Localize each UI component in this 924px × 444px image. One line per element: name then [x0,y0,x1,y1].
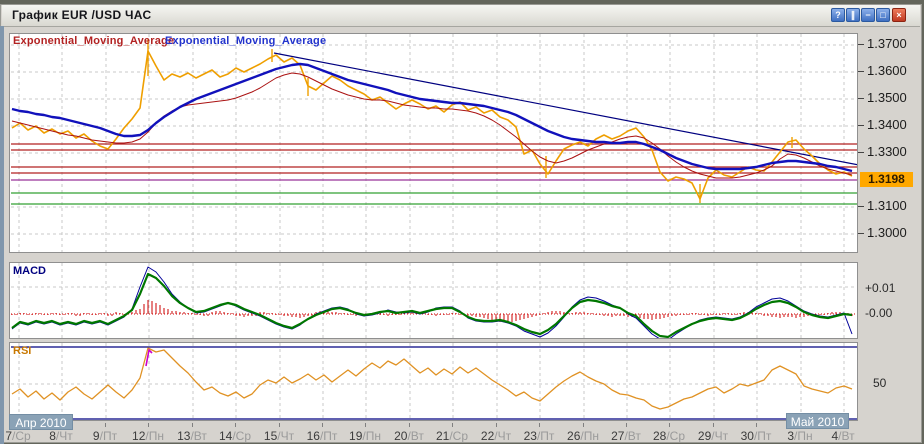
date-tick-label: 4/Вт [831,429,855,443]
price-tick-mark [858,125,864,126]
vertical-gridlines [18,263,845,338]
date-tick-mark [105,423,106,427]
price-tick-label: 1.3400 [867,117,907,132]
mdi-frame-strip [0,26,4,444]
date-tick-label: 14/Ср [218,429,252,443]
date-tick-mark [626,423,627,427]
price-tick-mark [858,206,864,207]
date-tick-label: 15/Чт [263,429,295,443]
minimize-icon: − [865,10,871,20]
date-tick-mark [496,423,497,427]
date-tick-mark [583,423,584,427]
date-tick-mark [235,423,236,427]
maximize-button[interactable]: □ [876,8,890,22]
maximize-icon: □ [880,10,886,20]
date-tick-mark [539,423,540,427]
date-tick-mark [409,423,410,427]
price-chart-panel[interactable] [9,33,858,253]
date-tick-label: 21/Ср [435,429,469,443]
pause-button[interactable]: ∥ [846,8,860,22]
price-tick-mark [858,98,864,99]
date-tick-label: 28/Ср [652,429,686,443]
date-tick-label: 23/Пт [523,429,555,443]
macd-line [11,266,853,338]
date-tick-label: 29/Чт [697,429,729,443]
rsi-spike-segment [145,348,153,367]
date-tick-mark [669,423,670,427]
date-tick-label: 16/Пт [306,429,338,443]
date-tick-mark [148,423,149,427]
date-tick-mark [713,423,714,427]
legend-ema-slow: Exponential_Moving_Average [165,35,327,47]
price-tick-label: 1.3600 [867,63,907,78]
date-tick-mark [756,423,757,427]
help-icon: ? [835,10,841,20]
chart-window: График EUR /USD ЧАС ? ∥ − □ × Exponentia… [0,4,922,443]
rsi-label: RSI [13,345,32,357]
price-tick-label: 1.3700 [867,36,907,51]
pause-icon: ∥ [850,10,856,20]
window-title: График EUR /USD ЧАС [12,8,152,22]
macd-chart[interactable] [10,263,857,338]
price-chart[interactable] [10,34,857,252]
date-tick-mark [452,423,453,427]
date-tick-mark [365,423,366,427]
trendline [273,52,857,166]
macd-lower-value: -0.00 [865,306,893,320]
date-tick-label: 22/Чт [480,429,512,443]
month-badge-may: Май 2010 [786,413,849,429]
macd-upper-value: +0.01 [865,281,896,295]
price-tick-mark [858,233,864,234]
price-tick-label: 1.3000 [867,225,907,240]
date-tick-label: 7/Ср [5,429,31,443]
date-tick-label: 9/Пт [92,429,118,443]
support-resistance-lines [11,143,857,205]
price-tick-label: 1.3300 [867,144,907,159]
date-tick-label: 27/Вт [611,429,641,443]
current-price-tag: 1.3198 [860,172,913,187]
minimize-button[interactable]: − [861,8,875,22]
date-tick-mark [322,423,323,427]
help-button[interactable]: ? [831,8,845,22]
close-icon: × [896,10,902,20]
price-series [11,50,853,200]
month-badge-april: Апр 2010 [9,414,73,430]
rsi-mid-value: 50 [873,376,887,390]
date-tick-label: 20/Вт [394,429,424,443]
macd-signal-line [11,272,853,338]
macd-label: MACD [13,265,46,277]
ema-slow-line [11,62,853,173]
date-tick-label: 19/Пн [349,429,381,443]
date-tick-label: 12/Пн [132,429,164,443]
date-axis: 7/Ср 8/Чт 9/Пт 12/Пн 13/Вт 14/Ср 15/Чт 16/Пт 19/… [1,423,924,444]
date-tick-label: 26/Пн [567,429,599,443]
date-tick-label: 8/Чт [49,429,73,443]
price-tick-mark [858,71,864,72]
candle-wicks [147,39,793,203]
vertical-gridlines [18,343,845,420]
rsi-panel[interactable] [9,342,858,421]
price-tick-label: 1.3500 [867,90,907,105]
rsi-line [11,347,853,410]
price-tick-label: 1.3100 [867,198,907,213]
legend-ema-fast: Exponential_Moving_Average [13,35,175,47]
date-tick-label: 3/Пн [787,429,813,443]
price-tick-mark [858,152,864,153]
macd-panel[interactable] [9,262,858,339]
date-tick-label: 13/Вт [177,429,207,443]
date-tick-mark [192,423,193,427]
rsi-chart[interactable] [10,343,857,420]
title-bar[interactable]: График EUR /USD ЧАС ? ∥ − □ × [2,5,920,27]
date-tick-mark [279,423,280,427]
vertical-gridlines [18,34,845,252]
close-button[interactable]: × [892,8,906,22]
price-tick-mark [858,44,864,45]
date-tick-label: 30/Пт [740,429,772,443]
